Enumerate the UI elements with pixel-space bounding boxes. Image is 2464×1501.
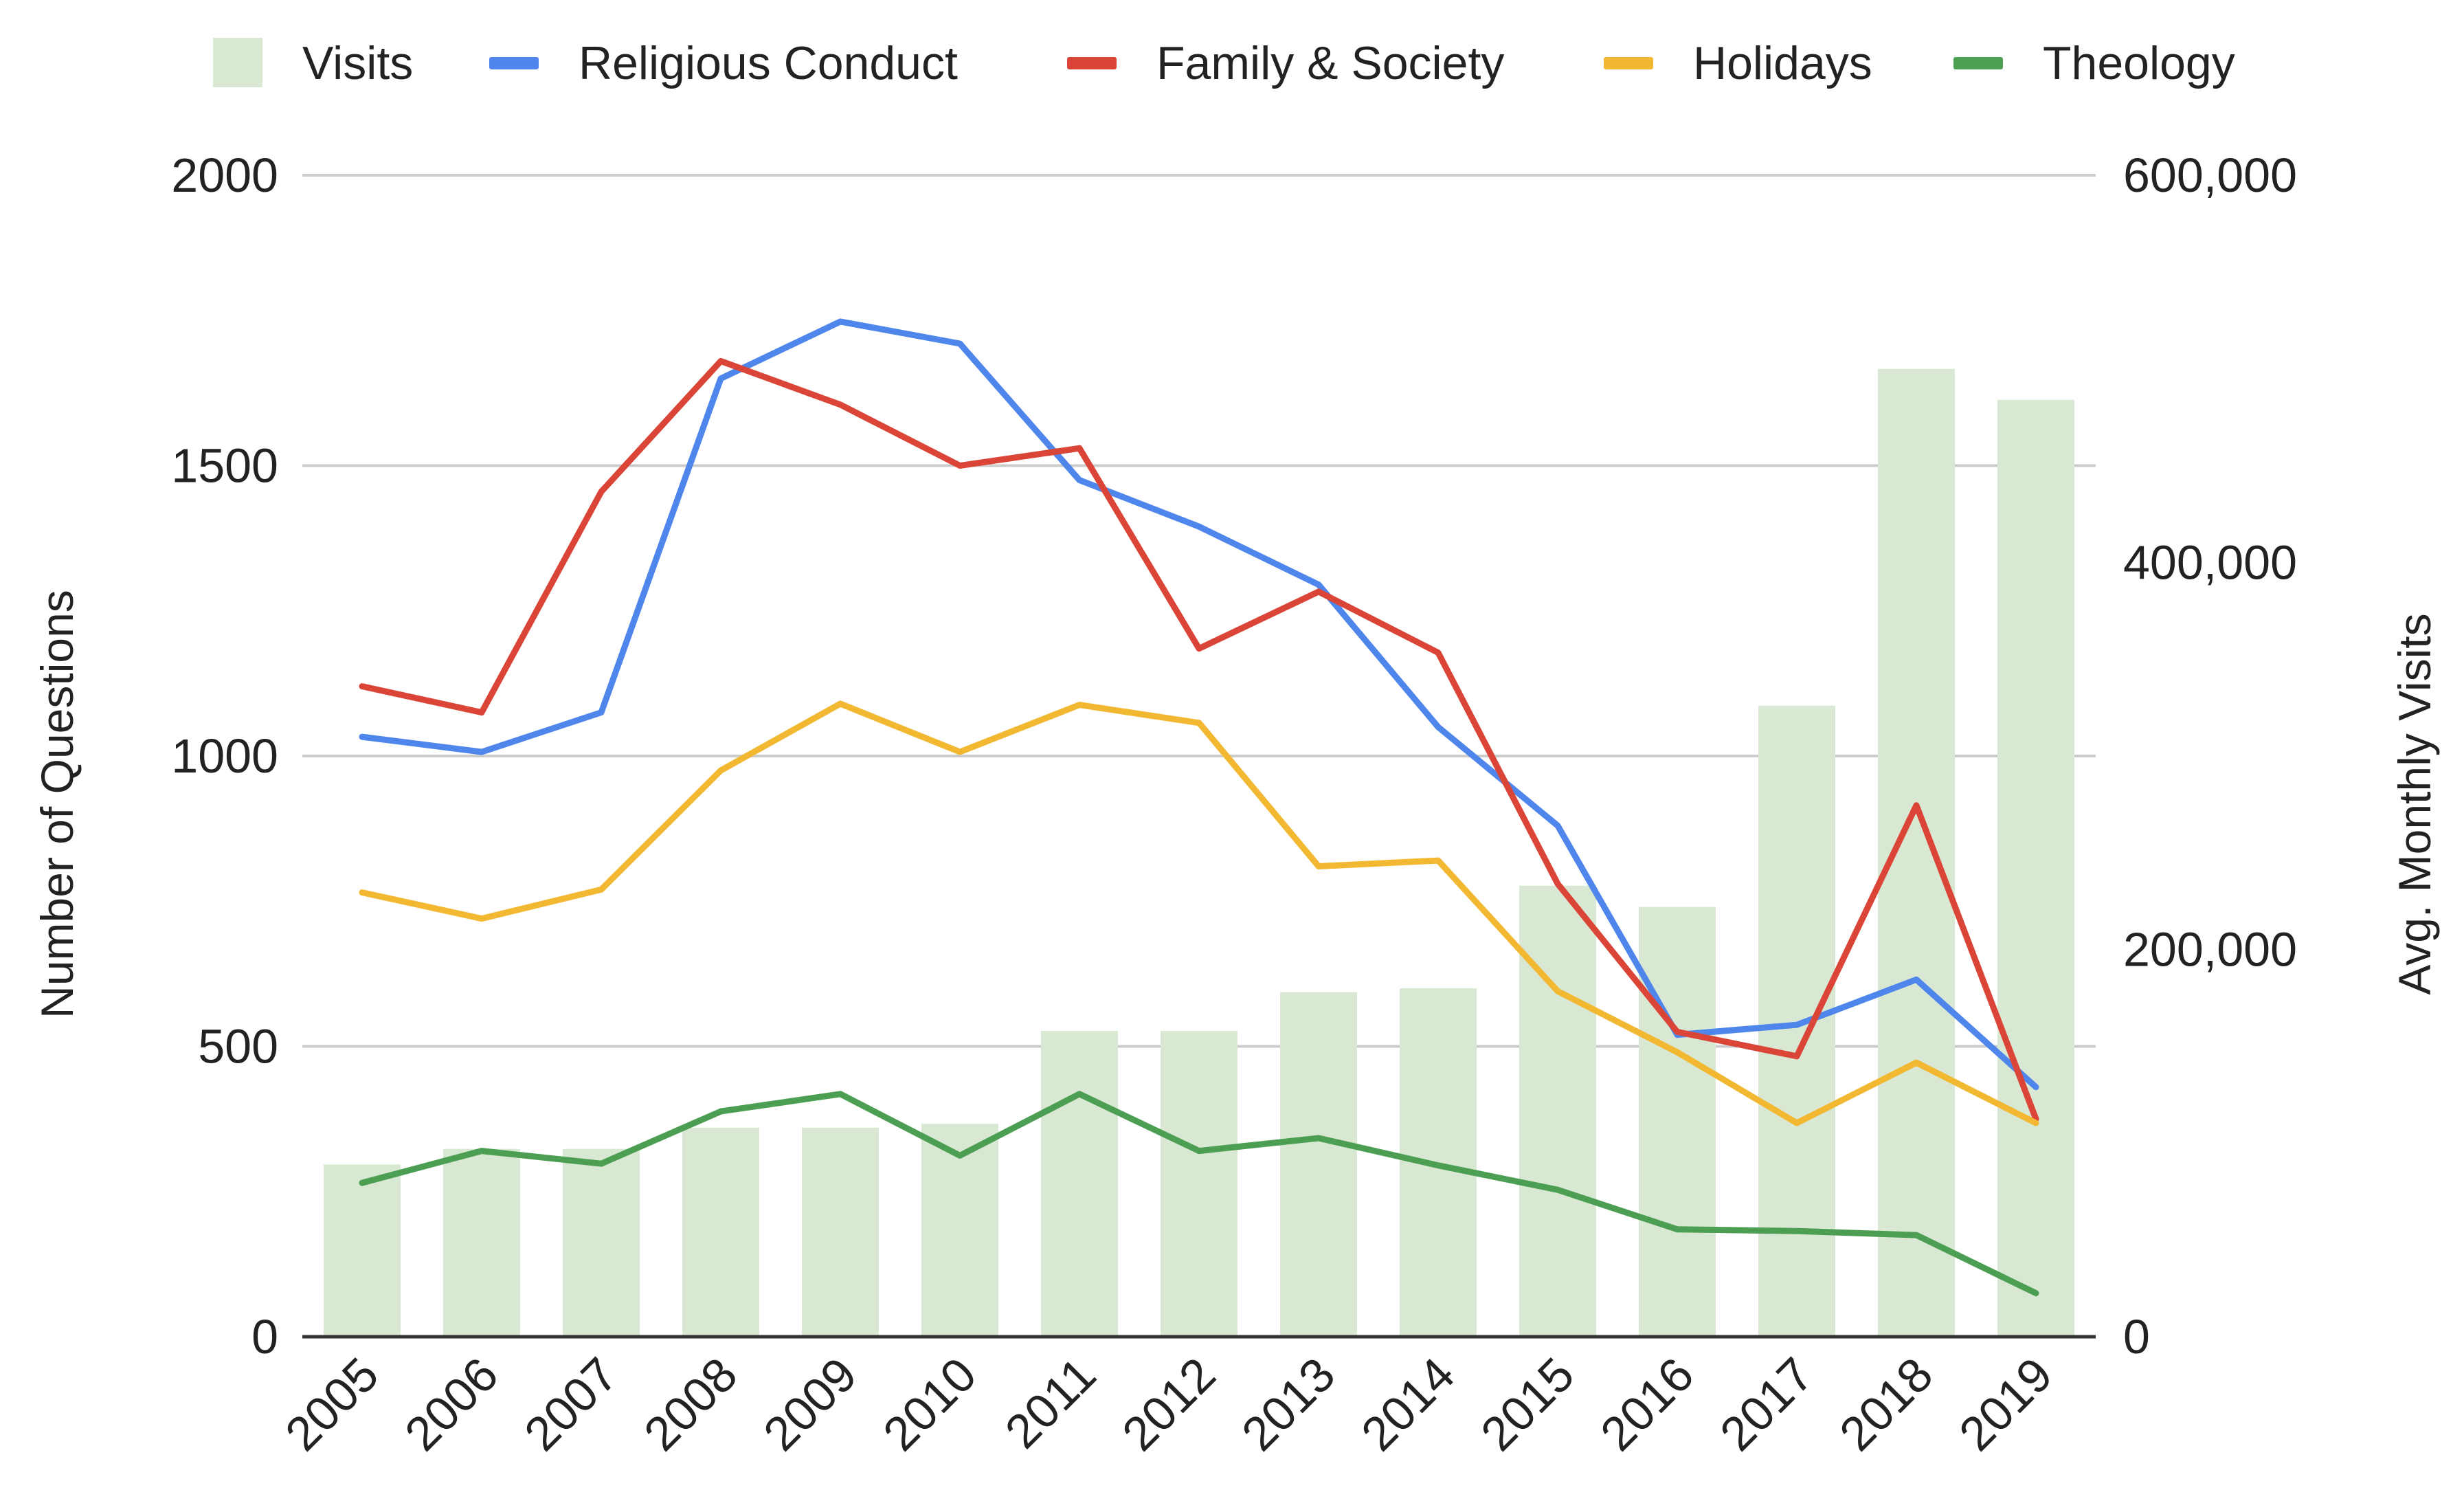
- chart-legend: Visits Religious Conduct Family & Society H…: [213, 37, 2235, 89]
- y-left-tick-500: 500: [198, 1020, 278, 1074]
- x-tick-2018: 2018: [1829, 1347, 1942, 1460]
- y-left-tick-1000: 1000: [171, 729, 278, 783]
- y-right-tick-200000: 200,000: [2123, 923, 2297, 977]
- legend-label-holidays: Holidays: [1693, 37, 1872, 89]
- visits-bar-2010: [921, 1124, 998, 1337]
- legend-label-family-and-society: Family & Society: [1156, 37, 1504, 89]
- legend-swatch-religious-conduct: [489, 57, 539, 69]
- x-tick-labels: 2005 2006 2007 2008 2009 2010 2011 2012 2013 2014…: [275, 1347, 2062, 1460]
- legend-item-theology: Theology: [1953, 37, 2235, 89]
- y-left-axis-title: Number of Questions: [32, 590, 82, 1019]
- x-tick-2012: 2012: [1112, 1347, 1225, 1460]
- x-tick-2007: 2007: [514, 1347, 627, 1460]
- visits-bar-2009: [802, 1127, 879, 1337]
- visits-bar-2017: [1758, 705, 1835, 1337]
- y-right-tick-400000: 400,000: [2123, 535, 2297, 589]
- visits-bar-2011: [1041, 1030, 1118, 1337]
- legend-swatch-holidays: [1604, 57, 1653, 69]
- visits-bar-2007: [563, 1148, 640, 1337]
- series-line-theology: [359, 1091, 2039, 1297]
- x-tick-2015: 2015: [1470, 1347, 1584, 1460]
- legend-swatch-family-and-society: [1067, 57, 1117, 69]
- y-right-tick-0: 0: [2123, 1310, 2150, 1364]
- series-lines: [359, 318, 2039, 1297]
- visits-bar-2008: [682, 1127, 759, 1337]
- legend-item-family-and-society: Family & Society: [1067, 37, 1504, 89]
- visits-bar-2015: [1519, 885, 1596, 1337]
- visits-bar-2018: [1878, 368, 1955, 1337]
- visits-bar-2012: [1161, 1030, 1237, 1337]
- series-line-holidays: [359, 700, 2039, 1126]
- y-left-tick-0: 0: [251, 1310, 278, 1364]
- legend-swatch-visits: [213, 38, 262, 87]
- legend-item-holidays: Holidays: [1604, 37, 1872, 89]
- x-tick-2006: 2006: [394, 1347, 508, 1460]
- visits-bar-2016: [1639, 907, 1716, 1337]
- x-tick-2011: 2011: [995, 1347, 1106, 1458]
- visits-bar-2013: [1280, 992, 1357, 1337]
- x-tick-2005: 2005: [275, 1347, 388, 1460]
- y-right-tick-labels: 0 200,000 400,000 600,000: [2123, 148, 2297, 1364]
- x-tick-2016: 2016: [1590, 1347, 1703, 1460]
- series-line-family-and-society: [359, 357, 2039, 1122]
- y-right-tick-600000: 600,000: [2123, 148, 2297, 202]
- x-tick-2014: 2014: [1351, 1347, 1464, 1460]
- x-tick-2009: 2009: [753, 1347, 866, 1460]
- visits-bar-2019: [1997, 399, 2074, 1337]
- legend-swatch-theology: [1953, 57, 2003, 69]
- visits-bar-2006: [443, 1148, 520, 1337]
- y-left-tick-1500: 1500: [171, 439, 278, 493]
- visits-bar-2005: [324, 1164, 401, 1337]
- x-tick-2017: 2017: [1710, 1347, 1823, 1460]
- series-line-religious-conduct: [359, 318, 2039, 1091]
- x-tick-2019: 2019: [1949, 1347, 2062, 1460]
- legend-label-religious-conduct: Religious Conduct: [579, 37, 958, 89]
- legend-label-theology: Theology: [2043, 37, 2235, 89]
- y-left-tick-2000: 2000: [171, 148, 278, 202]
- y-right-axis-title: Avg. Monthly Visits: [2389, 613, 2440, 994]
- x-tick-2013: 2013: [1231, 1347, 1345, 1460]
- x-tick-2008: 2008: [634, 1347, 747, 1460]
- legend-item-religious-conduct: Religious Conduct: [489, 37, 958, 89]
- x-tick-2010: 2010: [873, 1347, 986, 1460]
- legend-label-visits: Visits: [302, 37, 413, 89]
- legend-item-visits: Visits: [213, 37, 413, 89]
- y-left-tick-labels: 0 500 1000 1500 2000: [171, 148, 278, 1364]
